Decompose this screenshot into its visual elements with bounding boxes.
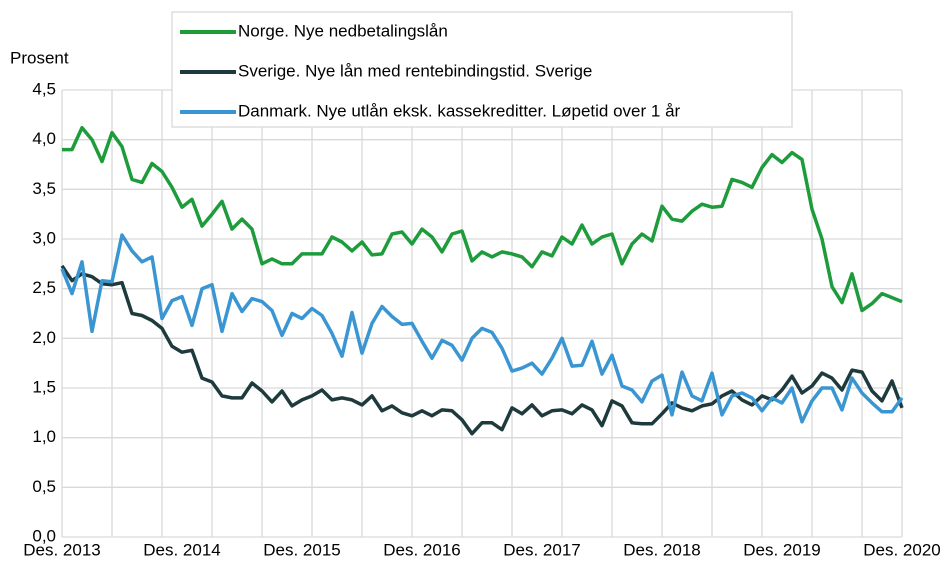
legend-box [171, 11, 793, 128]
y-tick-label: 1,0 [32, 427, 56, 446]
x-tick-label: Des. 2017 [503, 540, 581, 559]
x-tick-label: Des. 2013 [23, 540, 101, 559]
series-line [60, 264, 904, 436]
y-tick-label: 3,5 [32, 179, 56, 198]
grid [61, 89, 903, 538]
legend: Norge. Nye nedbetalingslån Sverige. Nye l… [171, 11, 793, 128]
y-tick-label: 4,5 [32, 79, 56, 98]
x-tick-label: Des. 2015 [263, 540, 341, 559]
y-tick-label: 1,5 [32, 377, 56, 396]
y-tick-label: 3,0 [32, 228, 56, 247]
y-axis-label: Prosent [10, 48, 69, 67]
legend-label: Norge. Nye nedbetalingslån [238, 21, 448, 40]
x-tick-label: Des. 2014 [143, 540, 221, 559]
series-line [60, 233, 904, 424]
legend-label: Danmark. Nye utlån eksk. kassekreditter.… [238, 101, 681, 120]
x-tick-label: Des. 2016 [383, 540, 461, 559]
x-tick-label: Des. 2020 [863, 540, 941, 559]
y-tick-label: 4,0 [32, 129, 56, 148]
y-tick-label: 2,0 [32, 328, 56, 347]
y-tick-label: 0,0 [32, 526, 56, 545]
x-tick-label: Des. 2018 [623, 540, 701, 559]
series-line [62, 125, 903, 313]
y-tick-label: 0,5 [32, 477, 56, 496]
y-tick-label: 2,5 [32, 278, 56, 297]
legend-label: Sverige. Nye lån med rentebindingstid. S… [238, 61, 592, 80]
x-tick-label: Des. 2019 [743, 540, 821, 559]
